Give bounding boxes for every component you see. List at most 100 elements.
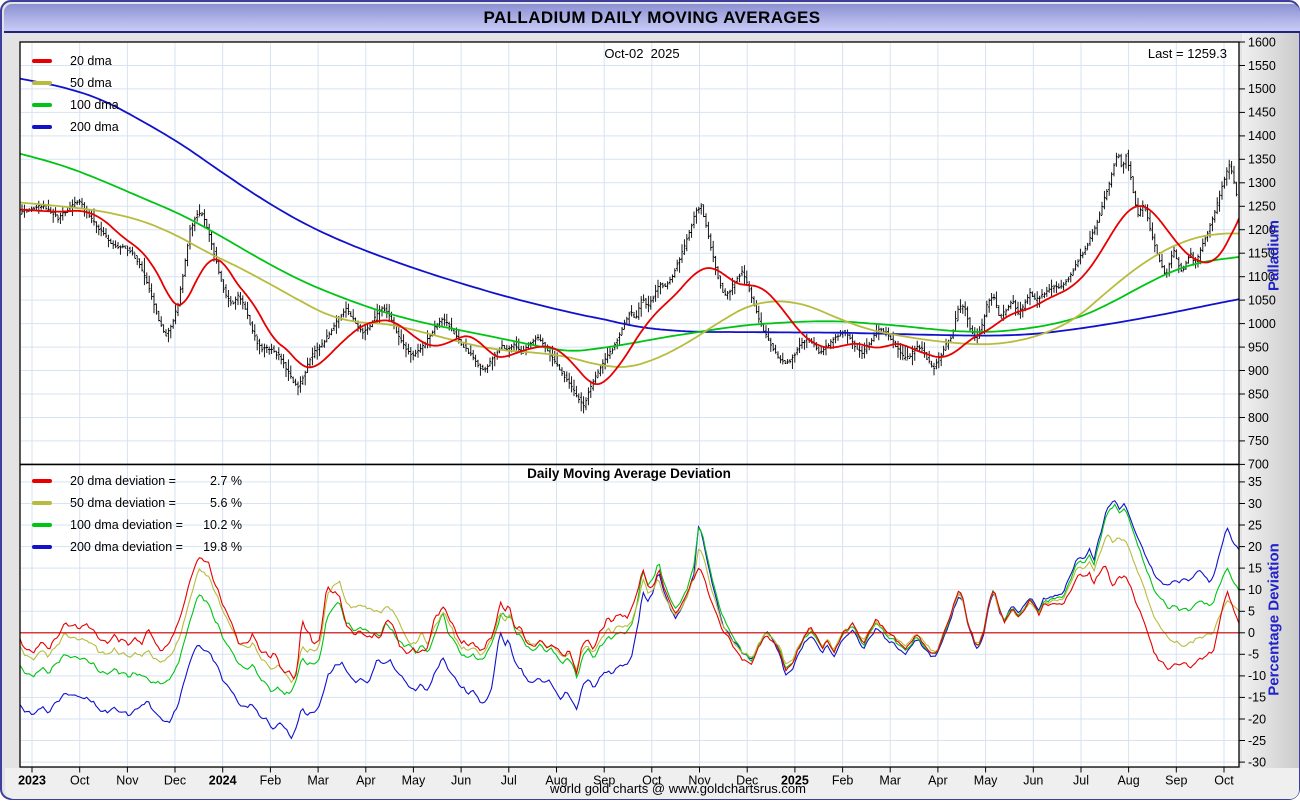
price-axis-tick: 1450 [1248, 106, 1276, 120]
legend-item: 200 dma [32, 119, 302, 135]
price-axis-tick: 950 [1248, 340, 1269, 354]
deviation-line-50-dma-deviation [20, 534, 1239, 684]
x-axis-tick: Jun [1023, 774, 1043, 788]
legend-color-swatch [32, 479, 52, 483]
x-axis-tick: Aug [1117, 774, 1139, 788]
legend-value: 19.8 % [203, 540, 242, 554]
legend-item: 200 dma deviation = 19.8 % [32, 539, 302, 555]
deviation-axis-tick: 0 [1248, 626, 1255, 640]
price-axis-tick: 1100 [1248, 270, 1275, 284]
price-legend: 20 dma 50 dma 100 dma 200 dma [32, 53, 302, 149]
legend-item: 100 dma deviation = 10.2 % [32, 517, 302, 533]
x-axis-tick: May [974, 774, 998, 788]
x-axis-tick: Apr [356, 774, 375, 788]
price-axis-tick: 1200 [1248, 223, 1276, 237]
x-axis-tick: Oct [1214, 774, 1234, 788]
date-label: Oct-02 2025 [604, 46, 680, 61]
x-axis-tick: Nov [688, 774, 711, 788]
price-axis-tick: 1350 [1248, 153, 1276, 167]
legend-color-swatch [32, 545, 52, 549]
legend-label: 50 dma [70, 76, 112, 90]
deviation-axis-tick: -5 [1248, 648, 1259, 662]
deviation-line-20-dma-deviation [20, 557, 1239, 680]
legend-color-swatch [32, 103, 52, 107]
legend-item: 20 dma deviation = 2.7 % [32, 473, 302, 489]
legend-label: 20 dma deviation = [70, 474, 176, 488]
x-axis-tick: Feb [260, 774, 282, 788]
deviation-axis-tick: 15 [1248, 561, 1262, 575]
x-axis-tick: Sep [593, 774, 615, 788]
deviation-axis-tick: -10 [1248, 669, 1266, 683]
x-axis-tick: 2023 [18, 774, 46, 788]
ma-line-20-dma [20, 205, 1239, 385]
deviation-axis-title: Percentage Deviation [1265, 543, 1283, 696]
x-axis-tick: Sep [1165, 774, 1187, 788]
price-axis-tick: 750 [1248, 434, 1269, 448]
x-axis-tick: Aug [545, 774, 567, 788]
price-axis-tick: 1500 [1248, 82, 1276, 96]
deviation-axis-tick: -20 [1248, 712, 1266, 726]
deviation-axis-tick: 5 [1248, 605, 1255, 619]
price-axis-tick: 850 [1248, 387, 1269, 401]
legend-item: 50 dma [32, 75, 302, 91]
deviation-axis-tick: -15 [1248, 691, 1266, 705]
x-axis-tick: Dec [164, 774, 186, 788]
price-axis-tick: 1550 [1248, 59, 1276, 73]
deviation-axis-tick: 10 [1248, 583, 1262, 597]
last-price-label: Last = 1259.3 [1147, 46, 1227, 61]
price-axis-tick: 800 [1248, 411, 1269, 425]
price-axis-tick: 1400 [1248, 129, 1276, 143]
ma-line-50-dma [20, 201, 1239, 368]
x-axis-tick: Mar [307, 774, 329, 788]
deviation-axis-tick: 35 [1248, 475, 1262, 489]
x-axis-tick: Nov [116, 774, 139, 788]
legend-value: 5.6 % [210, 496, 242, 510]
bottom-axis-strip [5, 768, 1299, 799]
legend-color-swatch [32, 125, 52, 129]
chart-title: PALLADIUM DAILY MOVING AVERAGES [483, 7, 821, 27]
deviation-axis-tick: -25 [1248, 734, 1266, 748]
x-axis-tick: Apr [928, 774, 947, 788]
deviation-axis-tick: 30 [1248, 497, 1262, 511]
ma-line-200-dma [20, 77, 1239, 337]
legend-item: 20 dma [32, 53, 302, 69]
legend-color-swatch [32, 501, 52, 505]
price-axis-tick: 900 [1248, 364, 1269, 378]
legend-color-swatch [32, 523, 52, 527]
legend-label: 100 dma [70, 98, 119, 112]
legend-item: 100 dma [32, 97, 302, 113]
legend-label: 20 dma [70, 54, 112, 68]
x-axis-tick: 2025 [781, 774, 809, 788]
legend-value: 10.2 % [203, 518, 242, 532]
x-axis-tick: Feb [832, 774, 854, 788]
price-axis-title: Palladium [1265, 220, 1283, 291]
deviation-panel-title: Daily Moving Average Deviation [527, 466, 731, 481]
x-axis-tick: Jun [451, 774, 471, 788]
price-axis-tick: 1050 [1248, 293, 1276, 307]
deviation-line-200-dma-deviation [20, 500, 1239, 740]
deviation-axis-tick: -30 [1248, 755, 1266, 769]
legend-color-swatch [32, 59, 52, 63]
price-axis-tick: 1250 [1248, 200, 1276, 214]
right-axis-strip [1242, 33, 1299, 769]
plot-background [20, 42, 1239, 767]
x-axis-tick: 2024 [209, 774, 237, 788]
legend-label: 200 dma deviation = [70, 540, 183, 554]
x-axis-tick: Oct [70, 774, 90, 788]
price-axis-tick: 700 [1248, 458, 1269, 472]
price-axis-tick: 1150 [1248, 247, 1275, 261]
x-axis-tick: Mar [879, 774, 901, 788]
legend-label: 100 dma deviation = [70, 518, 183, 532]
price-axis-tick: 1300 [1248, 176, 1276, 190]
deviation-axis-tick: 20 [1248, 540, 1262, 554]
footer-credit: world gold charts @ www.goldchartsrus.co… [550, 781, 806, 796]
title-bar: PALLADIUM DAILY MOVING AVERAGES [4, 4, 1300, 33]
legend-color-swatch [32, 81, 52, 85]
plot-border [19, 41, 1240, 768]
deviation-legend: 20 dma deviation = 2.7 % 50 dma deviation … [32, 473, 302, 569]
x-axis-tick: Jul [501, 774, 517, 788]
x-axis-tick: Dec [736, 774, 758, 788]
deviation-axis-tick: 25 [1248, 518, 1262, 532]
